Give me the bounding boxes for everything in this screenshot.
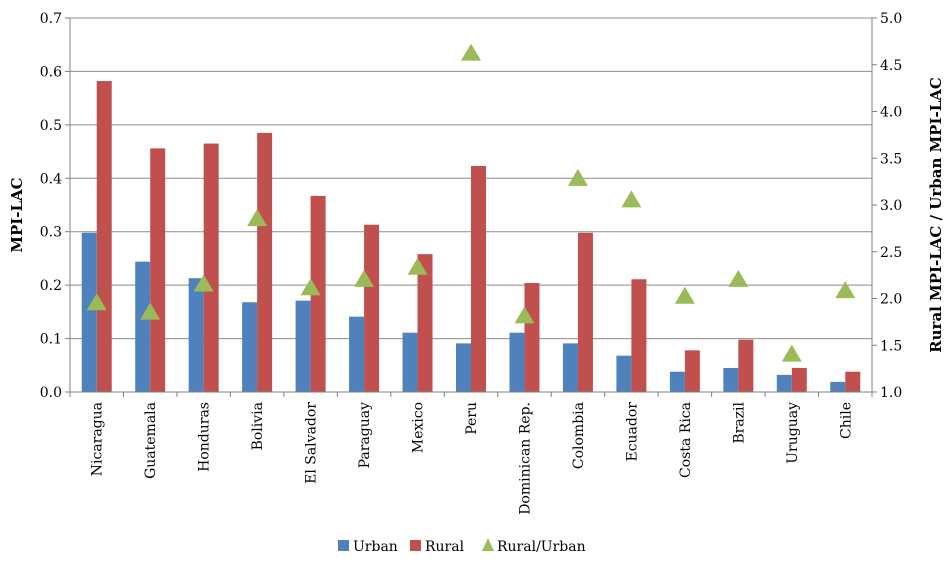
left-tick-label: 0.1: [40, 332, 62, 348]
category-label: Nicaragua: [90, 402, 106, 476]
legend-label: Urban: [353, 539, 398, 555]
category-label: El Salvador: [304, 402, 320, 484]
rural-urban-triangle-marker: [354, 269, 375, 287]
legend-triangle-marker: [482, 538, 494, 551]
right-tick-label: 4.5: [880, 58, 902, 74]
category-label: Paraguay: [357, 402, 373, 469]
category-labels: Nicaragua Guatemala Honduras Bolivia El Salv…: [90, 401, 855, 514]
rural-urban-triangle-marker: [407, 257, 428, 275]
rural-bar: [257, 132, 273, 392]
urban-bar: [723, 367, 739, 392]
rural-urban-triangle-marker: [781, 344, 802, 362]
rural-urban-triangle-marker: [461, 43, 481, 61]
legend-swatch-urban: [338, 540, 349, 551]
left-tick-label: 0.4: [40, 171, 62, 187]
right-axis-ticks: 1.0 1.5 2.0 2.5 3.0 3.5 4.0 4.5 5.0: [880, 11, 902, 401]
urban-bar: [81, 232, 97, 392]
category-label: Dominican Rep.: [517, 402, 533, 515]
rural-bar: [791, 367, 807, 392]
urban-bar: [669, 371, 685, 392]
rural-bar: [684, 350, 700, 392]
urban-bar: [295, 300, 311, 392]
left-axis-ticks: 0.0 0.1 0.2 0.3 0.4 0.5 0.6 0.7: [40, 11, 62, 401]
left-tick-label: 0.0: [40, 385, 62, 401]
rural-bar: [845, 371, 861, 392]
left-tick-label: 0.7: [40, 11, 62, 27]
rural-bar: [364, 224, 380, 392]
urban-bar: [456, 343, 471, 392]
left-tick-label: 0.5: [40, 118, 62, 134]
urban-bar: [242, 302, 258, 392]
rural-urban-triangle-marker: [567, 168, 588, 186]
rural-urban-triangle-marker: [86, 293, 107, 311]
legend-label: Rural: [425, 539, 465, 555]
rural-urban-triangle-marker: [835, 281, 856, 299]
category-label: Mexico: [411, 402, 427, 453]
legend-label: Rural/Urban: [497, 539, 586, 555]
right-tick-label: 4.0: [880, 105, 902, 121]
rural-bar: [203, 143, 219, 392]
axes: [65, 17, 877, 397]
category-label: Colombia: [571, 402, 587, 469]
rural-urban-triangle-marker: [247, 209, 268, 227]
right-tick-label: 2.0: [880, 292, 902, 308]
right-tick-label: 1.5: [880, 338, 902, 354]
category-label: Brazil: [731, 401, 747, 443]
rural-urban-triangle-marker: [674, 286, 695, 304]
urban-bar: [402, 332, 418, 392]
rural-bar: [96, 81, 112, 392]
right-tick-label: 2.5: [880, 245, 902, 261]
urban-bar: [135, 261, 151, 392]
left-tick-label: 0.2: [40, 278, 62, 294]
ratio-markers: [86, 43, 856, 362]
urban-bar: [188, 278, 204, 392]
category-label: Guatemala: [143, 402, 159, 479]
rural-urban-triangle-marker: [193, 274, 214, 292]
legend-swatch-rural: [410, 540, 421, 551]
urban-bar: [616, 355, 632, 392]
urban-bar: [349, 316, 365, 392]
category-label: Costa Rica: [678, 402, 694, 478]
category-label: Peru: [464, 402, 480, 435]
category-label: Ecuador: [624, 402, 640, 462]
rural-urban-triangle-marker: [621, 190, 642, 208]
category-label: Chile: [838, 402, 854, 439]
category-label: Bolivia: [250, 402, 266, 450]
rural-bar: [577, 232, 593, 392]
rural-bar: [524, 283, 540, 392]
urban-bar: [562, 343, 578, 392]
right-tick-label: 3.0: [880, 198, 902, 214]
left-axis-title: MPI-LAC: [8, 177, 26, 252]
left-tick-label: 0.3: [40, 225, 62, 241]
right-tick-label: 1.0: [880, 385, 902, 401]
rural-bar: [417, 254, 433, 392]
urban-bar: [509, 332, 525, 392]
category-label: Uruguay: [785, 402, 801, 464]
rural-bar: [150, 148, 166, 392]
right-tick-label: 5.0: [880, 11, 902, 27]
left-tick-label: 0.6: [40, 64, 62, 80]
rural-urban-triangle-marker: [514, 306, 535, 324]
rural-bar: [631, 279, 647, 392]
legend: Urban Rural Rural/Urban: [338, 538, 586, 555]
right-tick-label: 3.5: [880, 151, 902, 167]
rural-urban-triangle-marker: [300, 278, 321, 296]
rural-bar: [738, 339, 754, 392]
rural-urban-triangle-marker: [728, 269, 749, 287]
bar-series: [81, 81, 861, 392]
urban-bar: [830, 381, 846, 392]
rural-urban-triangle-marker: [140, 302, 161, 320]
rural-bar: [471, 165, 486, 392]
right-axis-title: Rural MPI-LAC / Urban MPI-LAC: [927, 77, 945, 353]
urban-bar: [776, 374, 792, 392]
category-label: Honduras: [197, 402, 213, 472]
